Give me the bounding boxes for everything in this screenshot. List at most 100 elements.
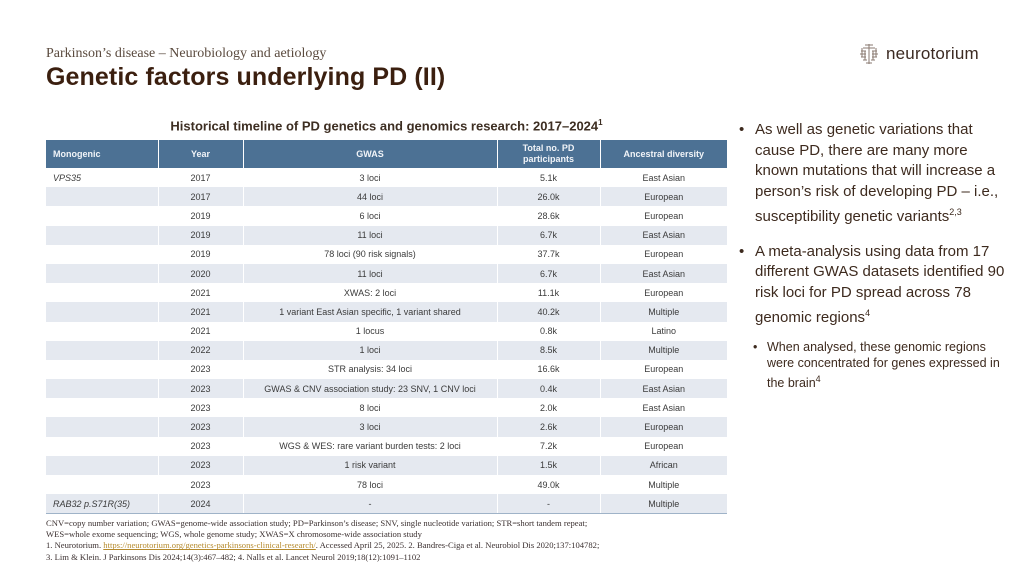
table-row: 2019 6 loci 28.6k European — [46, 206, 727, 226]
cell-year: 2022 — [158, 340, 244, 360]
cell-total-participants: 2.0k — [497, 398, 601, 418]
reference-1-link[interactable]: https://neurotorium.org/genetics-parkins… — [103, 540, 316, 551]
cell-total-participants: 49.0k — [497, 475, 601, 495]
cell-gwas: 11 loci — [243, 225, 498, 245]
table-row: 2023 3 loci 2.6k European — [46, 417, 727, 437]
cell-year: 2023 — [158, 379, 244, 399]
cell-ancestral-diversity: Multiple — [648, 479, 680, 490]
cell-gwas: 3 loci — [243, 417, 498, 437]
col-header-year: Year — [158, 140, 244, 168]
sub-bullet-ref: 4 — [815, 373, 821, 384]
bullet-meta-analysis: • A meta-analysis using data from 17 dif… — [735, 242, 1005, 329]
cell-gwas: 1 locus — [243, 321, 498, 341]
cell-total-participants: 8.5k — [497, 340, 601, 360]
table-row: 2021 XWAS: 2 loci 11.1k European — [46, 283, 727, 303]
cell-monogenic — [46, 225, 159, 245]
cell-monogenic — [46, 263, 159, 284]
table-row: 2017 44 loci 26.0k European — [46, 187, 727, 207]
cell-ancestral-diversity: African — [600, 455, 727, 475]
bullet-ref: 4 — [865, 308, 871, 318]
cell-gwas: 3 loci — [243, 168, 498, 188]
cell-total-participants: 40.2k — [497, 302, 601, 322]
table-row: 2023 78 loci 49.0k Multiple — [46, 475, 727, 495]
table-row: 2023 1 risk variant 1.5k African — [46, 455, 727, 475]
table-row: 2022 1 loci 8.5k Multiple — [46, 340, 727, 360]
cell-gwas: GWAS & CNV association study: 23 SNV, 1 … — [243, 379, 498, 399]
col-header-monogenic: Monogenic — [46, 140, 159, 168]
cell-monogenic — [46, 244, 159, 264]
cell-ancestral-diversity: European — [600, 417, 727, 437]
cell-year: 2019 — [158, 206, 244, 226]
abbreviations-line-2: WES=whole exome sequencing; WGS, whole g… — [46, 529, 422, 540]
cell-ancestral-diversity: European — [644, 364, 684, 375]
cell-gwas: 78 loci — [243, 475, 498, 495]
cell-year: 2021 — [158, 321, 244, 341]
bullet-ref: 2,3 — [949, 207, 962, 217]
cell-gwas: 8 loci — [243, 398, 498, 418]
bullet-text: A meta-analysis using data from 17 diffe… — [755, 242, 1005, 327]
cell-gwas: XWAS: 2 loci — [243, 283, 498, 303]
cell-total-participants: 7.2k — [497, 436, 601, 456]
cell-ancestral-diversity: Multiple — [600, 494, 727, 515]
reference-1-prefix: 1. Neurotorium. — [46, 540, 104, 551]
cell-total-participants: 0.8k — [497, 321, 601, 341]
cell-monogenic — [46, 321, 159, 341]
cell-monogenic — [46, 283, 159, 303]
cell-year: 2024 — [158, 494, 244, 515]
col-header-total-participants: Total no. PD participants — [497, 140, 601, 168]
cell-total-participants: 37.7k — [497, 244, 601, 264]
table-row: 2023 8 loci 2.0k East Asian — [46, 398, 727, 418]
cell-gwas: 44 loci — [243, 187, 498, 207]
cell-monogenic — [46, 379, 159, 399]
cell-ancestral-diversity: East Asian — [600, 379, 727, 399]
cell-ancestral-diversity: European — [644, 441, 684, 452]
cell-total-participants: 6.7k — [497, 225, 601, 245]
footnotes: CNV=copy number variation; GWAS=genome-w… — [46, 518, 746, 563]
cell-monogenic — [46, 398, 159, 418]
cell-monogenic: VPS35 — [46, 168, 159, 188]
cell-ancestral-diversity: European — [644, 249, 684, 260]
table-row: 2023 STR analysis: 34 loci 16.6k European — [46, 359, 727, 380]
cell-monogenic — [46, 417, 159, 437]
cell-year: 2021 — [158, 283, 244, 303]
table-header-row: Monogenic Year GWAS Total no. PD partici… — [46, 140, 727, 168]
cell-total-participants: 2.6k — [497, 417, 601, 437]
sub-bullet-brain-expression: • When analysed, these genomic regions w… — [735, 339, 1005, 391]
bullet-marker: • — [739, 121, 745, 138]
col-header-total-participants-text: Total no. PD participants — [522, 143, 575, 164]
reference-1-suffix: . Accessed April 25, 2025. 2. Bandres-Ci… — [315, 540, 600, 551]
table-row: 2019 11 loci 6.7k East Asian — [46, 225, 727, 245]
cell-ancestral-diversity: Latino — [651, 326, 677, 337]
table-row: 2020 11 loci 6.7k East Asian — [46, 263, 727, 284]
table-row: VPS35 2017 3 loci 5.1k East Asian — [46, 168, 727, 188]
cell-total-participants: - — [497, 494, 601, 515]
cell-gwas: 1 variant East Asian specific, 1 variant… — [243, 302, 498, 322]
neurotorium-logo: neurotorium — [858, 42, 979, 66]
cell-monogenic — [46, 455, 159, 475]
cell-ancestral-diversity: European — [644, 287, 684, 298]
cell-ancestral-diversity: European — [644, 210, 684, 221]
table-title-text: Historical timeline of PD genetics and g… — [170, 118, 599, 134]
cell-year: 2017 — [158, 168, 244, 188]
cell-gwas: WGS & WES: rare variant burden tests: 2 … — [243, 436, 498, 456]
col-header-gwas: GWAS — [243, 140, 498, 168]
cell-total-participants: 28.6k — [497, 206, 601, 226]
bullet-list: • As well as genetic variations that cau… — [735, 120, 1005, 391]
cell-year: 2021 — [158, 302, 244, 322]
cell-total-participants: 11.1k — [497, 283, 601, 303]
cell-ancestral-diversity: Multiple — [600, 340, 727, 360]
cell-gwas: 11 loci — [243, 263, 498, 284]
cell-total-participants: 1.5k — [497, 455, 601, 475]
cell-year: 2023 — [158, 359, 244, 380]
logo-text: neurotorium — [886, 44, 979, 63]
table-title-ref: 1 — [598, 118, 603, 127]
cell-year: 2020 — [158, 263, 244, 284]
bullet-marker: • — [739, 242, 745, 260]
cell-year: 2019 — [158, 244, 244, 264]
section-subtitle: Parkinson’s disease – Neurobiology and a… — [46, 46, 327, 61]
cell-total-participants: 26.0k — [497, 187, 601, 207]
cell-year: 2023 — [158, 436, 244, 456]
cell-gwas: STR analysis: 34 loci — [243, 359, 498, 380]
cell-year: 2019 — [158, 225, 244, 245]
sub-bullet-marker: • — [753, 339, 758, 354]
